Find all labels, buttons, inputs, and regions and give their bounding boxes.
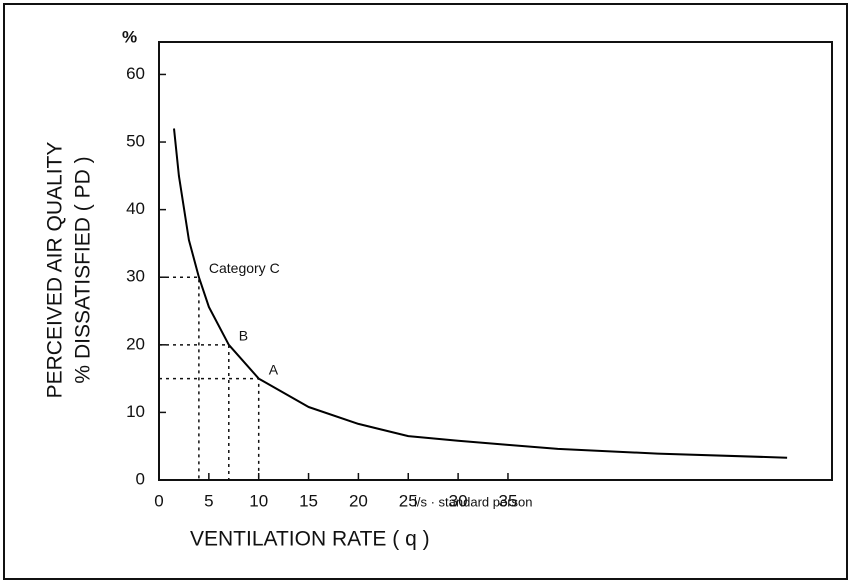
y-tick-label: 50	[126, 132, 145, 151]
y-tick-label: 20	[126, 334, 145, 353]
dashed-guide	[159, 276, 200, 480]
y-axis-label: % DISSATISFIED ( PD )	[72, 156, 95, 383]
y-tick-label: 60	[126, 64, 145, 83]
y-tick-label: 0	[136, 469, 145, 488]
y-axis-label: PERCEIVED AIR QUALITY	[44, 142, 67, 399]
x-axis-label: VENTILATION RATE ( q )	[190, 528, 430, 551]
x-tick-label: 5	[204, 491, 213, 510]
x-tick-label: 0	[154, 491, 163, 510]
x-tick-label: 25	[399, 491, 418, 510]
x-tick-label: 10	[249, 491, 268, 510]
x-tick-label: 35	[499, 491, 518, 510]
curve	[173, 128, 788, 459]
y-tick-label: 40	[126, 199, 145, 218]
annotation: B	[239, 328, 248, 344]
x-tick-label: 20	[349, 491, 368, 510]
annotation: Category C	[209, 260, 280, 276]
annotation: A	[269, 361, 279, 377]
x-tick-label: 15	[299, 491, 318, 510]
dashed-guide	[159, 377, 260, 480]
plot-frame	[158, 41, 833, 481]
frame	[3, 3, 848, 580]
dashed-guide	[159, 344, 230, 480]
y-tick-label: 30	[126, 267, 145, 286]
y-unit: %	[122, 27, 137, 46]
y-tick-label: 10	[126, 402, 145, 421]
x-unit: l/s · standard person	[414, 494, 533, 509]
x-tick-label: 30	[449, 491, 468, 510]
